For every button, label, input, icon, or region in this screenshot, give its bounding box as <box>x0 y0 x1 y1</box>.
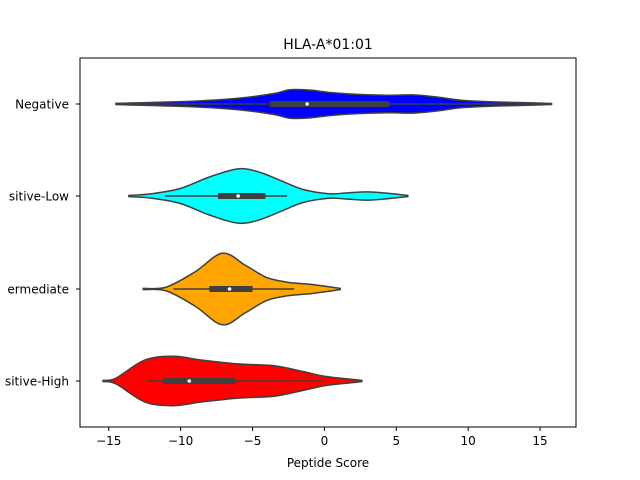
y-axis: Negative sitive-Low ermediate sitive-High <box>5 98 80 389</box>
median-dot-3 <box>227 287 232 291</box>
iqr-box-1 <box>269 101 390 107</box>
x-tick-label: −5 <box>244 434 262 448</box>
median-dot-1 <box>305 102 309 106</box>
median-dot-4 <box>187 379 192 383</box>
median-dot-2 <box>236 194 240 198</box>
x-axis: −15 −10 −5 0 5 10 15 <box>96 427 548 448</box>
x-tick-label: 15 <box>532 434 547 448</box>
violins-group <box>102 88 553 407</box>
x-axis-label: Peptide Score <box>287 456 369 470</box>
plot-frame <box>79 57 577 428</box>
chart-title: HLA-A*01:01 <box>283 37 373 53</box>
x-tick-label: 0 <box>321 434 329 448</box>
x-tick-label: −15 <box>96 434 121 448</box>
iqr-box-2 <box>218 193 266 199</box>
x-tick-label: −10 <box>168 434 193 448</box>
y-tick-label: sitive-Low <box>9 190 69 204</box>
x-tick-label: 5 <box>392 434 400 448</box>
iqr-box-4 <box>163 378 236 384</box>
y-tick-label: sitive-High <box>5 375 69 389</box>
y-tick-label: Negative <box>15 98 69 112</box>
y-tick-label: ermediate <box>7 283 69 297</box>
x-tick-label: 10 <box>461 434 476 448</box>
